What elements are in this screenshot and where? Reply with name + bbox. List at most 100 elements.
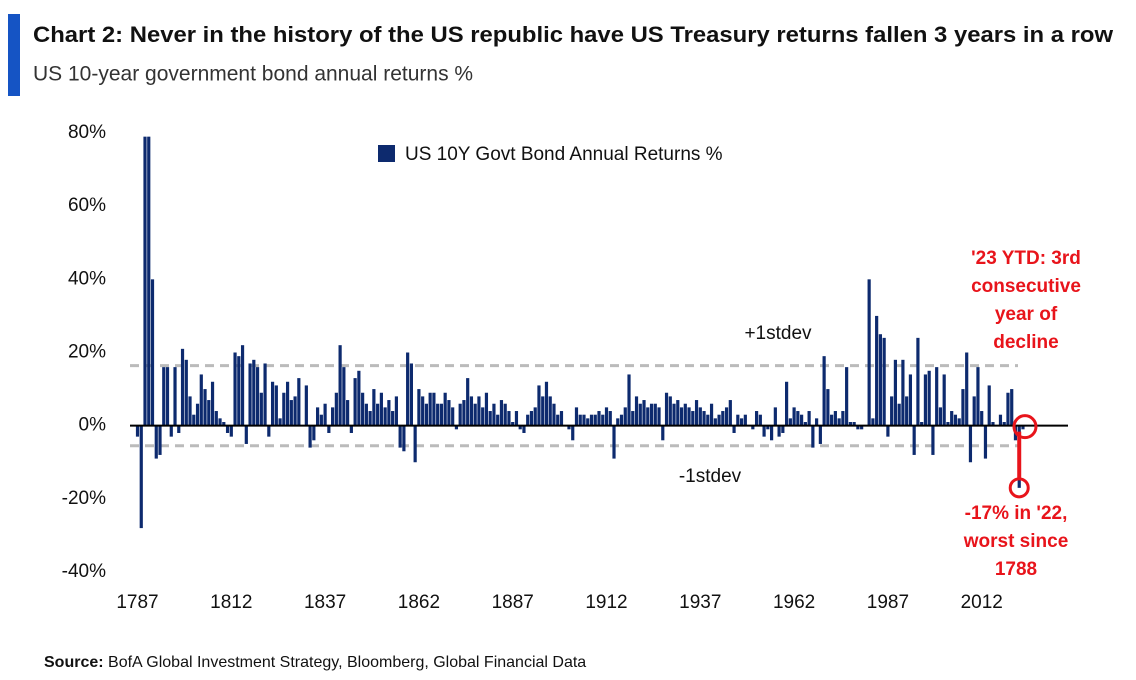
bar bbox=[661, 425, 665, 441]
bar bbox=[822, 356, 826, 426]
bar bbox=[436, 403, 440, 426]
bar bbox=[214, 411, 218, 426]
bar bbox=[274, 385, 278, 426]
bar bbox=[987, 385, 991, 426]
bar bbox=[852, 422, 856, 426]
bar bbox=[203, 389, 207, 426]
bar bbox=[785, 381, 789, 426]
bar bbox=[642, 400, 646, 426]
bar bbox=[619, 414, 624, 426]
bar bbox=[998, 414, 1003, 426]
bar bbox=[169, 425, 173, 437]
bar bbox=[473, 403, 477, 426]
bar bbox=[376, 403, 380, 426]
bar bbox=[199, 374, 203, 426]
bar bbox=[593, 414, 597, 426]
bar bbox=[781, 425, 785, 433]
bar bbox=[173, 367, 177, 426]
bar bbox=[263, 363, 267, 426]
bar bbox=[368, 411, 372, 426]
bar bbox=[304, 385, 308, 426]
bar bbox=[349, 425, 353, 433]
bar bbox=[1002, 422, 1006, 426]
bar bbox=[323, 403, 327, 426]
bar bbox=[387, 400, 391, 426]
bar bbox=[608, 411, 612, 426]
bar bbox=[582, 414, 586, 426]
bar bbox=[282, 392, 286, 426]
bar bbox=[544, 381, 549, 426]
bar bbox=[604, 407, 609, 426]
bar bbox=[739, 418, 744, 426]
bar bbox=[942, 374, 946, 426]
bar bbox=[634, 396, 639, 426]
annotation: '23 YTD: 3rd bbox=[971, 248, 1081, 269]
bar bbox=[499, 400, 504, 426]
bar bbox=[713, 418, 717, 426]
bar bbox=[270, 381, 275, 426]
bar bbox=[364, 403, 368, 426]
source-label: Source: bbox=[44, 654, 104, 671]
bar bbox=[830, 414, 834, 426]
bar bbox=[848, 422, 852, 426]
bar bbox=[589, 414, 594, 426]
bar bbox=[773, 407, 777, 426]
bar bbox=[537, 385, 541, 426]
bar bbox=[646, 407, 650, 426]
bar bbox=[541, 396, 545, 426]
bar bbox=[1010, 389, 1014, 426]
bar bbox=[402, 425, 406, 452]
bar bbox=[451, 407, 455, 426]
bar bbox=[207, 400, 211, 426]
bar bbox=[653, 403, 657, 426]
bar bbox=[454, 425, 459, 430]
bar bbox=[252, 359, 256, 426]
accent-bar bbox=[8, 14, 20, 96]
bar bbox=[901, 359, 905, 426]
bar bbox=[484, 392, 489, 426]
bar bbox=[616, 418, 620, 426]
bar bbox=[833, 411, 837, 426]
bar bbox=[743, 414, 747, 426]
bar bbox=[312, 425, 316, 441]
bar bbox=[597, 411, 601, 426]
bar bbox=[574, 407, 579, 426]
chart-subtitle: US 10-year government bond annual return… bbox=[33, 63, 473, 86]
bar bbox=[871, 418, 875, 426]
bar bbox=[983, 425, 988, 459]
bar bbox=[751, 425, 755, 430]
bar bbox=[567, 425, 571, 430]
bar bbox=[278, 418, 282, 426]
bar bbox=[762, 425, 766, 437]
bar bbox=[946, 422, 950, 426]
x-tick-label: 1912 bbox=[585, 592, 627, 613]
bar bbox=[218, 418, 222, 426]
bar bbox=[800, 414, 804, 426]
bar bbox=[353, 378, 357, 426]
bar bbox=[1021, 425, 1025, 430]
bar bbox=[289, 400, 293, 426]
bar bbox=[668, 396, 672, 426]
bar bbox=[165, 367, 170, 426]
bar bbox=[143, 136, 147, 426]
bar bbox=[222, 422, 226, 426]
annotation: decline bbox=[993, 332, 1058, 353]
bar bbox=[980, 411, 984, 426]
bar bbox=[511, 422, 515, 426]
bar bbox=[293, 396, 297, 426]
bar bbox=[548, 396, 552, 426]
bar bbox=[965, 352, 969, 426]
bar bbox=[968, 425, 973, 463]
bar bbox=[394, 396, 398, 426]
bar bbox=[154, 425, 158, 459]
bar bbox=[706, 414, 710, 426]
annotation: 1788 bbox=[995, 559, 1037, 580]
y-tick-label: 0% bbox=[79, 415, 107, 436]
bar bbox=[679, 407, 684, 426]
bar bbox=[841, 411, 845, 426]
bar bbox=[672, 403, 676, 426]
y-tick-label: 60% bbox=[68, 195, 106, 216]
bar bbox=[192, 414, 196, 426]
x-tick-label: 1862 bbox=[398, 592, 440, 613]
bar bbox=[991, 422, 995, 426]
